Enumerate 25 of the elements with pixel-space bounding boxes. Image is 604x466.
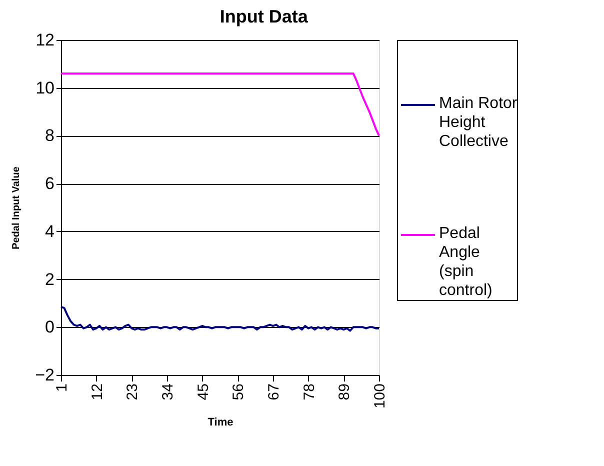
legend-label: Main Rotor Height Collective bbox=[439, 95, 518, 150]
x-tick-label: 45 bbox=[194, 384, 212, 400]
y-tick-label: 6 bbox=[45, 174, 54, 194]
line-series bbox=[60, 72, 380, 137]
x-tick-label: 56 bbox=[230, 384, 248, 400]
legend-label: Pedal Angle (spin control) bbox=[439, 225, 492, 299]
x-tick-label: 78 bbox=[300, 384, 318, 400]
x-axis-title: Time bbox=[208, 416, 234, 429]
chart-title: Input Data bbox=[220, 6, 309, 26]
x-tick-label: 100 bbox=[372, 384, 388, 409]
y-tick-label: 8 bbox=[45, 126, 54, 146]
y-tick-label: 12 bbox=[36, 30, 54, 50]
line-series bbox=[60, 306, 380, 332]
y-tick-label: 4 bbox=[45, 222, 54, 241]
x-tick-label: 12 bbox=[88, 384, 106, 400]
x-tick-label: 89 bbox=[336, 384, 354, 400]
x-tick-label: 34 bbox=[160, 384, 176, 400]
y-axis-title: Pedal Input Value bbox=[11, 166, 22, 250]
y-tick-label: 2 bbox=[45, 270, 54, 289]
x-tick-label: 1 bbox=[54, 384, 70, 392]
x-tick-label: 67 bbox=[266, 384, 282, 400]
y-tick-label: 10 bbox=[36, 78, 54, 98]
y-tick-label: −2 bbox=[35, 366, 54, 384]
y-tick-label: 0 bbox=[45, 318, 54, 337]
x-tick-label: 23 bbox=[124, 384, 142, 400]
